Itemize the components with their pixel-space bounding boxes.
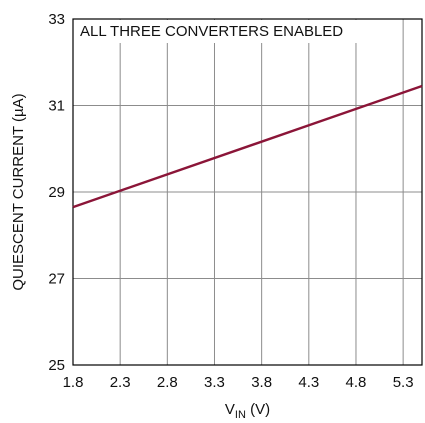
x-tick-label: 4.3 [298,374,319,391]
y-tick-label: 29 [48,184,65,201]
y-tick-label: 31 [48,98,65,115]
y-tick-labels: 25 27 29 31 33 [48,11,65,374]
x-axis-title-subscript: IN [235,409,246,421]
x-tick-label: 2.8 [157,374,178,391]
x-tick-label: 3.8 [251,374,272,391]
annotation-box: ALL THREE CONVERTERS ENABLED [74,20,358,43]
x-tick-labels: 1.8 2.3 2.8 3.3 3.8 4.3 4.8 5.3 [63,374,414,391]
series-line [72,84,423,209]
grid-lines [73,19,422,365]
plot-frame [72,18,423,366]
y-tick-label: 27 [48,271,65,288]
x-tick-label: 2.3 [110,374,131,391]
annotation-background [74,20,358,43]
x-axis-title-unit: (V) [246,401,270,418]
series-group [72,84,423,209]
x-tick-label: 1.8 [63,374,84,391]
y-axis-title: QUIESCENT CURRENT (µA) [10,93,27,290]
x-axis-title: VIN (V) [225,401,270,421]
y-tick-label: 25 [48,357,65,374]
x-tick-label: 3.3 [204,374,225,391]
x-tick-label: 4.8 [346,374,367,391]
x-tick-label: 5.3 [393,374,414,391]
x-axis-title-main: V [225,401,235,418]
annotation-label: ALL THREE CONVERTERS ENABLED [80,23,343,40]
y-tick-label: 33 [48,11,65,28]
